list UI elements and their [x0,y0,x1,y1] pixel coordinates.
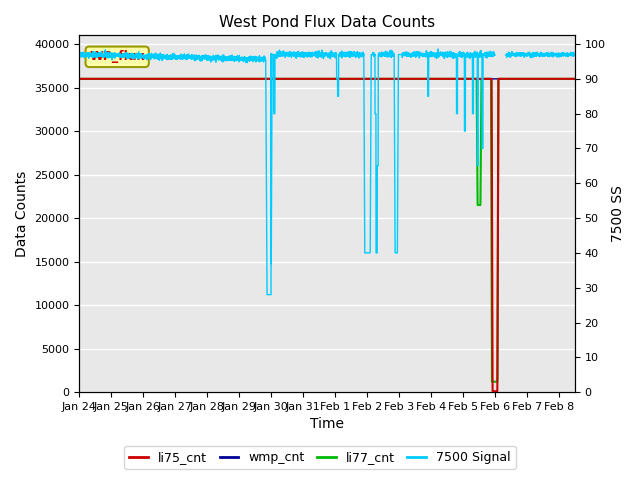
Text: WP_flux: WP_flux [90,50,145,63]
Y-axis label: 7500 SS: 7500 SS [611,185,625,242]
Title: West Pond Flux Data Counts: West Pond Flux Data Counts [219,15,435,30]
Legend: li75_cnt, wmp_cnt, li77_cnt, 7500 Signal: li75_cnt, wmp_cnt, li77_cnt, 7500 Signal [124,446,516,469]
X-axis label: Time: Time [310,418,344,432]
Y-axis label: Data Counts: Data Counts [15,170,29,257]
